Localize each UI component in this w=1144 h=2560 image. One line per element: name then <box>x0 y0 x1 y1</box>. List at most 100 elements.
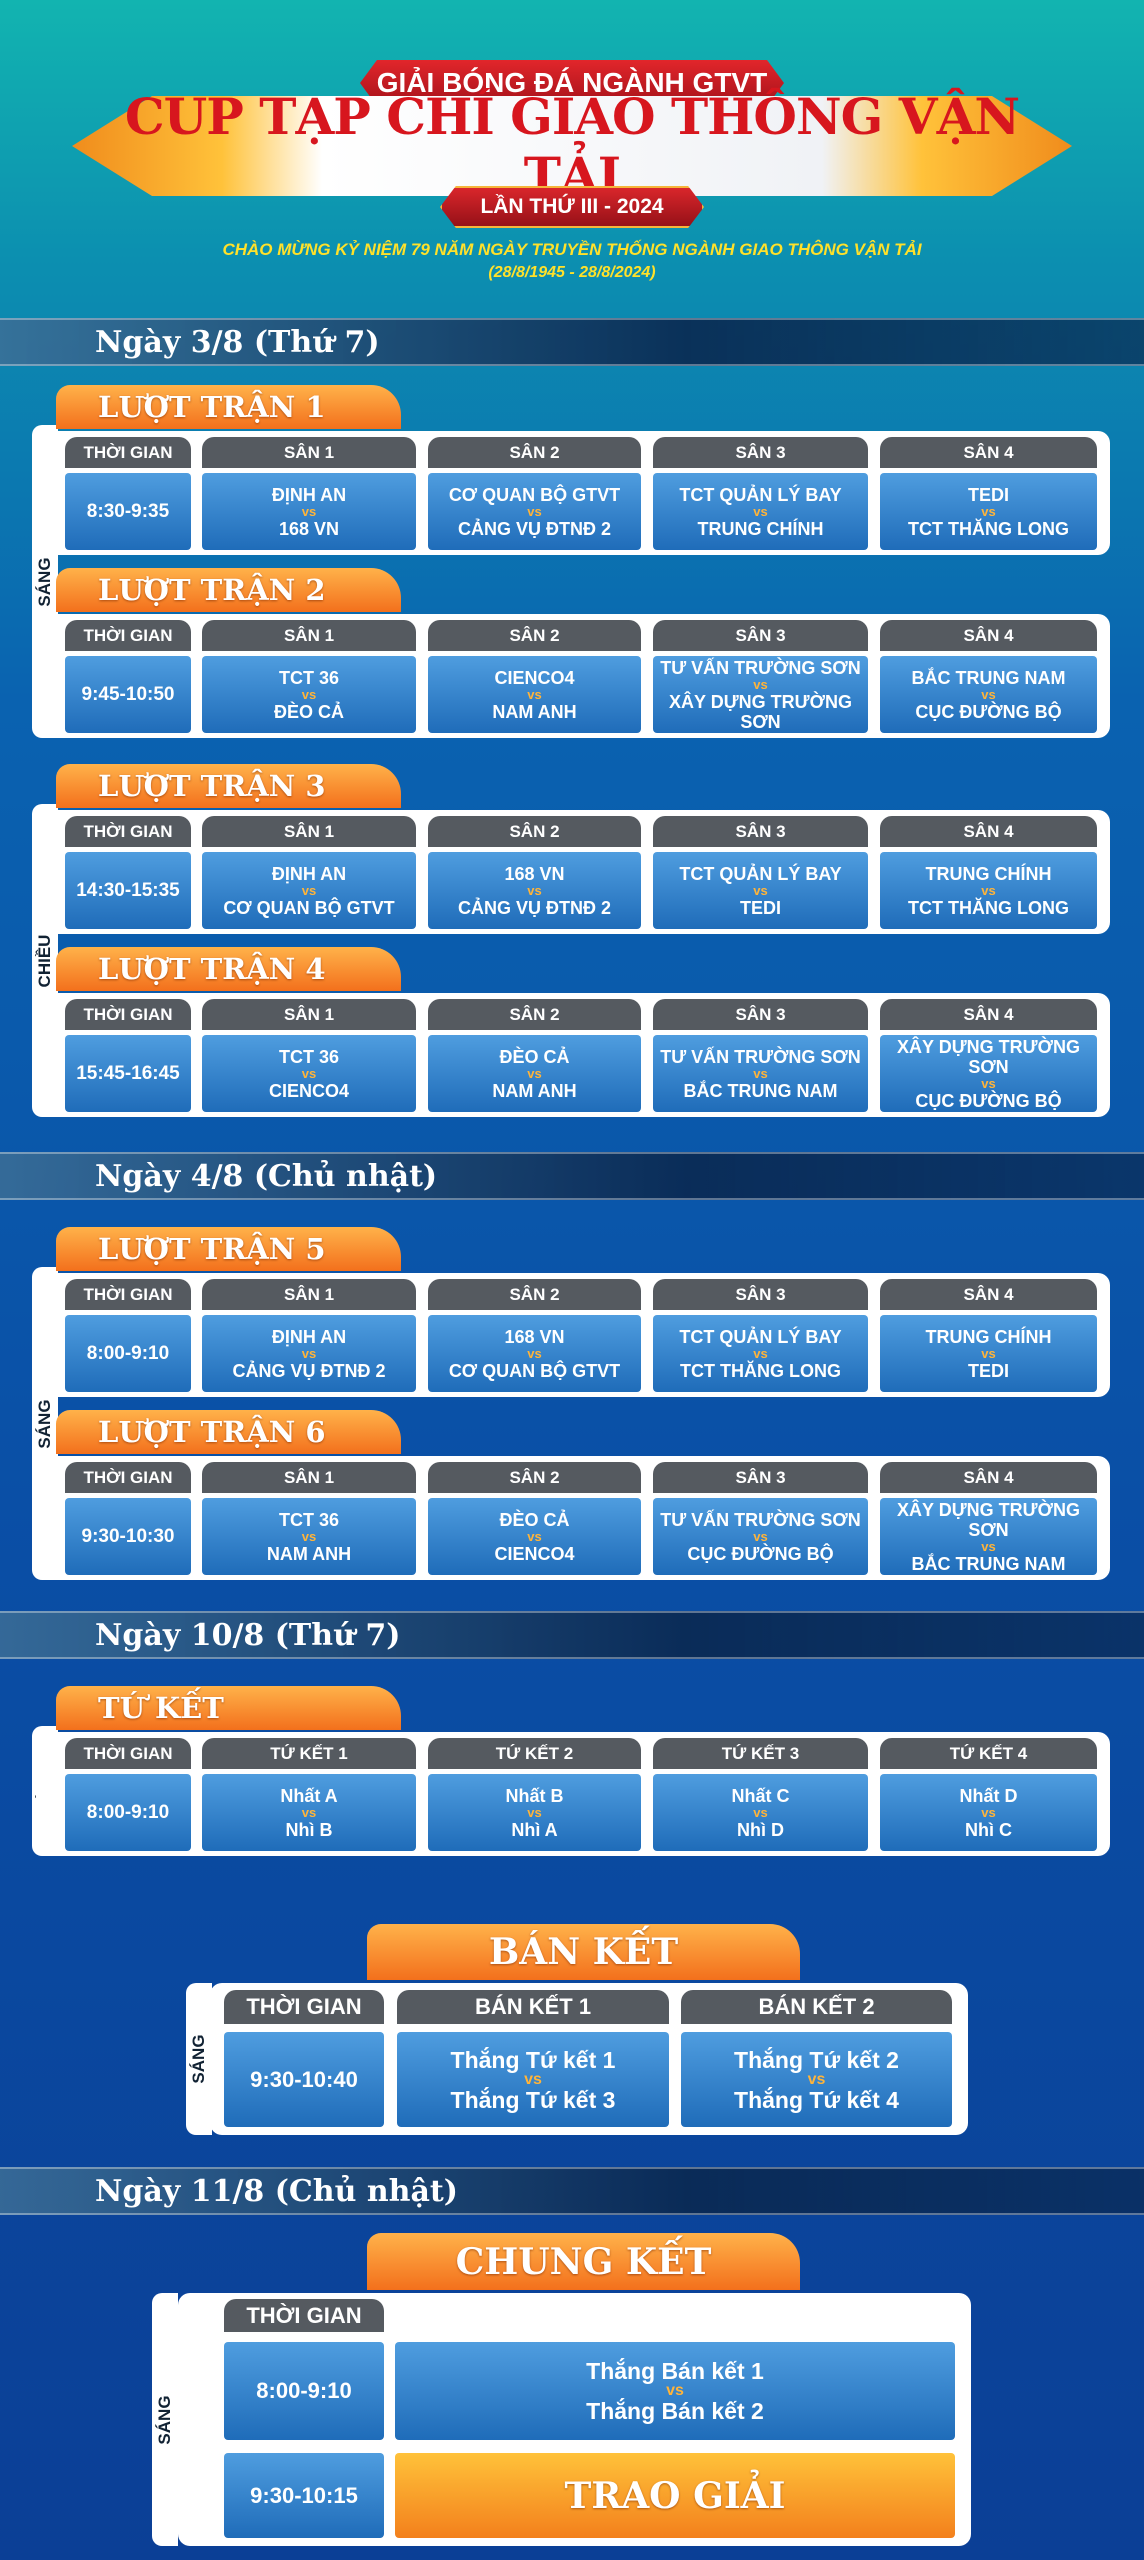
versus: vs <box>527 1528 542 1544</box>
versus: vs <box>981 1075 996 1091</box>
round-tab: LƯỢT TRẬN 2 <box>56 568 401 612</box>
versus: vs <box>527 1065 542 1081</box>
versus: vs <box>301 1065 317 1081</box>
home-team: TCT QUẢN LÝ BAY <box>679 484 842 505</box>
match-cell: CƠ QUAN BỘ GTVT vs CẢNG VỤ ĐTNĐ 2 <box>428 473 641 550</box>
home-team: XÂY DỰNG TRƯỜNG SƠN <box>897 1499 1080 1540</box>
home-team: Nhất A <box>280 1785 338 1806</box>
time-cell: 9:30-10:15 <box>224 2453 384 2538</box>
match-cell: XÂY DỰNG TRƯỜNG SƠN vs CỤC ĐƯỜNG BỘ <box>880 1035 1097 1112</box>
home-team: Thắng Tứ kết 1 <box>450 2046 616 2073</box>
home-team: ĐỊNH AN <box>271 484 347 505</box>
match-cell: TCT 36 vs ĐÈO CẢ <box>202 656 416 733</box>
home-team: TCT 36 <box>278 667 339 688</box>
home-team: ĐỊNH AN <box>271 863 347 884</box>
column-header: SÂN 2 <box>428 1279 641 1310</box>
versus: vs <box>301 1528 317 1544</box>
session-label: SÁNG <box>189 2034 208 2084</box>
match-cell: ĐÈO CẢ vs NAM ANH <box>428 1035 641 1112</box>
versus: vs <box>753 1065 768 1081</box>
round-tab: LƯỢT TRẬN 4 <box>56 947 401 991</box>
away-team: BẮC TRUNG NAM <box>683 1080 838 1101</box>
home-team: ĐÈO CẢ <box>499 1509 570 1530</box>
round-tab: LƯỢT TRẬN 3 <box>56 764 401 808</box>
column-header: SÂN 4 <box>880 437 1097 468</box>
home-team: TCT 36 <box>278 1509 339 1530</box>
match-cell: TƯ VẤN TRƯỜNG SƠN vs CỤC ĐƯỜNG BỘ <box>653 1498 868 1575</box>
home-team: TƯ VẤN TRƯỜNG SƠN <box>660 1509 861 1530</box>
column-header: THỜI GIAN <box>65 1279 191 1310</box>
session-label: CHIỀU <box>35 934 54 987</box>
round-tab: LƯỢT TRẬN 6 <box>56 1410 401 1454</box>
ceremony: TRAO GIẢI <box>395 2453 955 2538</box>
home-team: Nhất D <box>959 1785 1018 1806</box>
home-team: CIENCO4 <box>494 667 575 688</box>
home-team: TCT 36 <box>278 1046 339 1067</box>
versus: vs <box>527 686 542 702</box>
round-tab: CHUNG KẾT <box>367 2233 800 2290</box>
versus: vs <box>753 882 768 898</box>
tagline: CHÀO MỪNG KỶ NIỆM 79 NĂM NGÀY TRUYỀN THỐ… <box>222 240 922 259</box>
time-cell: 9:45-10:50 <box>65 656 191 733</box>
column-header: TỨ KẾT 3 <box>653 1738 868 1769</box>
away-team: CIENCO4 <box>494 1543 575 1564</box>
column-header: SÂN 3 <box>653 1462 868 1493</box>
home-team: 168 VN <box>504 1326 565 1347</box>
away-team: Thắng Bán kết 2 <box>586 2398 764 2424</box>
away-team: XÂY DỰNG TRƯỜNG SƠN <box>669 691 852 732</box>
session-label: SÁNG <box>35 556 54 607</box>
day-bar: Ngày 3/8 (Thứ 7) <box>0 318 1144 366</box>
column-header: SÂN 2 <box>428 999 641 1030</box>
versus: vs <box>301 686 317 702</box>
round-tab: LƯỢT TRẬN 5 <box>56 1227 401 1271</box>
versus: vs <box>753 1345 768 1361</box>
column-header: THỜI GIAN <box>224 2299 384 2332</box>
column-header: SÂN 1 <box>202 999 416 1030</box>
match-cell: TƯ VẤN TRƯỜNG SƠN vs BẮC TRUNG NAM <box>653 1035 868 1112</box>
match-cell: TRUNG CHÍNH vs TCT THĂNG LONG <box>880 852 1097 929</box>
away-team: CƠ QUAN BỘ GTVT <box>223 897 395 918</box>
home-team: ĐỊNH AN <box>271 1326 347 1347</box>
match-cell: TCT 36 vs CIENCO4 <box>202 1035 416 1112</box>
away-team: CƠ QUAN BỘ GTVT <box>448 1360 621 1381</box>
versus: vs <box>981 1804 996 1820</box>
column-header: SÂN 1 <box>202 816 416 847</box>
time-cell: 14:30-15:35 <box>65 852 191 929</box>
match-cell: ĐỊNH AN vs CẢNG VỤ ĐTNĐ 2 <box>202 1315 416 1392</box>
time-cell: 15:45-16:45 <box>65 1035 191 1112</box>
column-header: SÂN 1 <box>202 1462 416 1493</box>
column-header: SÂN 4 <box>880 620 1097 651</box>
round-tab: BÁN KẾT <box>367 1924 800 1980</box>
versus: vs <box>524 2070 542 2088</box>
column-header: BÁN KẾT 2 <box>681 1990 952 2024</box>
session-label: SÁNG <box>155 2394 174 2445</box>
column-header: TỨ KẾT 2 <box>428 1738 641 1769</box>
away-team: CIENCO4 <box>268 1080 349 1101</box>
column-header: SÂN 2 <box>428 816 641 847</box>
time-cell: 9:30-10:30 <box>65 1498 191 1575</box>
away-team: Nhì C <box>965 1819 1012 1840</box>
home-team: TCT QUẢN LÝ BAY <box>679 863 842 884</box>
anniversary-dates: (28/8/1945 - 28/8/2024) <box>488 264 656 281</box>
column-header: SÂN 2 <box>428 620 641 651</box>
versus: vs <box>301 1804 317 1820</box>
match-cell: 168 VN vs CƠ QUAN BỘ GTVT <box>428 1315 641 1392</box>
column-header: SÂN 4 <box>880 816 1097 847</box>
match-cell: TCT 36 vs NAM ANH <box>202 1498 416 1575</box>
versus: vs <box>666 2382 684 2399</box>
away-team: Nhì B <box>285 1819 333 1840</box>
column-header: SÂN 3 <box>653 999 868 1030</box>
versus: vs <box>753 676 768 692</box>
session-label: SÁNG <box>35 1398 54 1449</box>
away-team: CỤC ĐƯỜNG BỘ <box>687 1543 834 1564</box>
column-header: SÂN 4 <box>880 999 1097 1030</box>
away-team: ĐÈO CẢ <box>273 701 344 722</box>
round-tab: TỨ KẾT <box>56 1686 401 1730</box>
versus: vs <box>753 1804 768 1820</box>
column-header: BÁN KẾT 1 <box>397 1990 669 2024</box>
versus: vs <box>981 503 996 519</box>
match-cell: TCT QUẢN LÝ BAY vs TRUNG CHÍNH <box>653 473 868 550</box>
home-team: TRUNG CHÍNH <box>925 1326 1052 1347</box>
